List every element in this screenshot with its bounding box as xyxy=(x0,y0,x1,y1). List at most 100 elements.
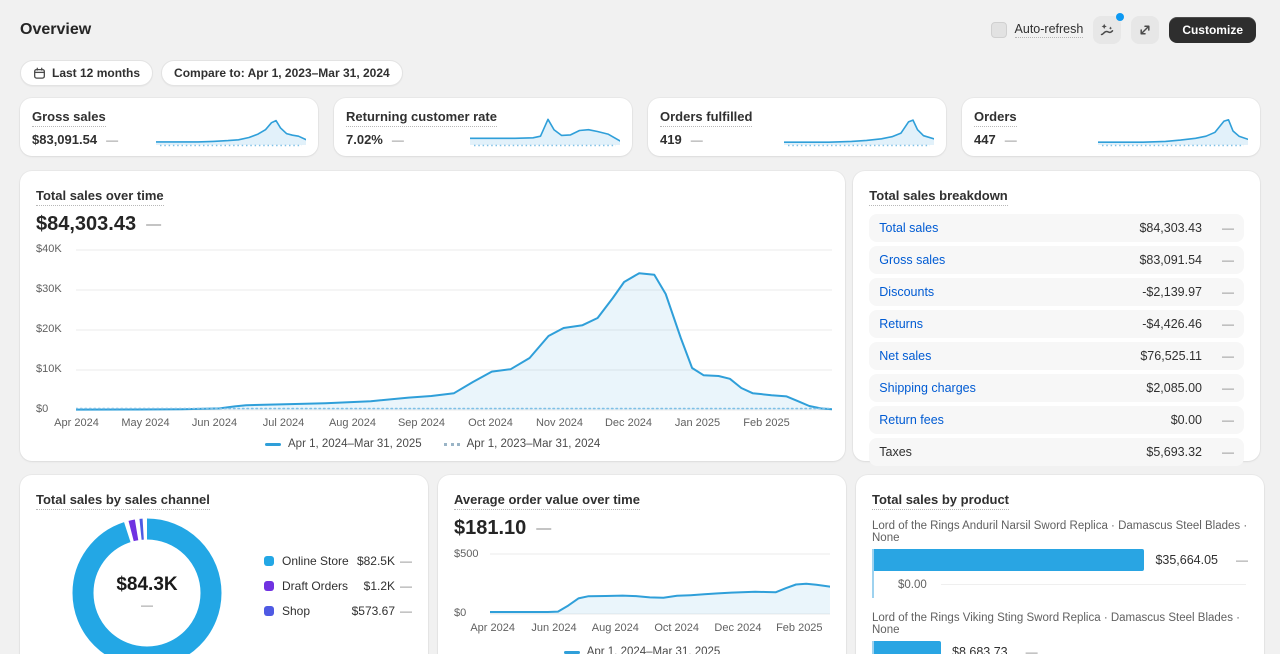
metric-value: $83,091.54 xyxy=(32,132,98,147)
metric-title[interactable]: Orders fulfilled xyxy=(660,109,753,127)
y-axis-label: $10K xyxy=(36,363,62,375)
breakdown-row: Gross sales $83,091.54 — xyxy=(869,246,1244,274)
breakdown-row: Taxes $5,693.32 — xyxy=(869,438,1244,466)
breakdown-row: Shipping charges $2,085.00 — xyxy=(869,374,1244,402)
aov-chart-area: $500 $0 xyxy=(454,548,830,619)
online-store-swatch xyxy=(264,556,274,566)
channel-legend: Online Store $82.5K — Draft Orders $1.2K —… xyxy=(264,554,412,654)
product-bar-row: $8,683.73 — xyxy=(874,641,1248,654)
metric-card-orders[interactable]: Orders 447 — xyxy=(962,98,1260,156)
x-axis-label: Feb 2025 xyxy=(776,622,823,634)
change-indicator: — xyxy=(1025,645,1038,654)
aov-value: $181.10 xyxy=(454,517,527,539)
breakdown-link-return-fees[interactable]: Return fees xyxy=(879,413,944,427)
orders-sparkline xyxy=(1098,119,1248,147)
customize-button[interactable]: Customize xyxy=(1169,17,1256,43)
product-bar[interactable] xyxy=(874,549,1145,571)
breakdown-row: Returns -$4,426.46 — xyxy=(869,310,1244,338)
legend-label: Apr 1, 2024–Mar 31, 2025 xyxy=(586,646,721,654)
dotted-line-swatch xyxy=(443,442,460,446)
date-range-chip[interactable]: Last 12 months xyxy=(20,60,154,86)
metric-title[interactable]: Orders xyxy=(974,109,1017,127)
panel-title[interactable]: Total sales by sales channel xyxy=(36,492,210,510)
breakdown-row: Net sales $76,525.11 — xyxy=(869,342,1244,370)
panel-title[interactable]: Total sales breakdown xyxy=(869,188,1008,206)
expand-button[interactable] xyxy=(1131,16,1160,44)
total-sales-line-chart[interactable] xyxy=(76,244,832,414)
x-axis-label: Apr 2024 xyxy=(470,622,515,634)
metric-card-orders-fulfilled[interactable]: Orders fulfilled 419 — xyxy=(648,98,946,156)
metric-card-returning-customer-rate[interactable]: Returning customer rate 7.02% — xyxy=(334,98,632,156)
breakdown-value: $0.00 xyxy=(1170,413,1202,427)
metric-title[interactable]: Gross sales xyxy=(32,109,106,127)
x-axis-label: Feb 2025 xyxy=(743,417,790,429)
breakdown-value: $5,693.32 xyxy=(1146,445,1202,459)
product-group: Lord of the Rings Viking Sting Sword Rep… xyxy=(872,612,1248,654)
compare-label: Compare to: Apr 1, 2023–Mar 31, 2024 xyxy=(174,66,390,80)
panel-title[interactable]: Average order value over time xyxy=(454,492,640,510)
y-axis-label: $30K xyxy=(36,283,62,295)
change-indicator: — xyxy=(1222,285,1234,299)
change-indicator: — xyxy=(690,133,703,147)
change-indicator: — xyxy=(1222,349,1234,363)
auto-refresh-checkbox[interactable] xyxy=(990,22,1007,38)
product-bars-block: $35,664.05 — $0.00 xyxy=(872,549,1248,598)
total-sales-value: $84,303.43 xyxy=(36,213,137,235)
magic-insights-icon xyxy=(1101,23,1114,36)
change-indicator: — xyxy=(146,216,162,233)
shop-swatch xyxy=(264,606,274,616)
compare-chip[interactable]: Compare to: Apr 1, 2023–Mar 31, 2024 xyxy=(161,60,403,86)
channel-donut-chart[interactable] xyxy=(72,518,222,654)
legend-item-draft-orders[interactable]: Draft Orders $1.2K — xyxy=(264,579,412,593)
breakdown-link-returns[interactable]: Returns xyxy=(879,317,924,331)
change-indicator: — xyxy=(391,133,404,147)
breakdown-link-gross-sales[interactable]: Gross sales xyxy=(879,253,946,267)
auto-refresh-label: Auto-refresh xyxy=(1014,22,1084,38)
product-label: Lord of the Rings Viking Sting Sword Rep… xyxy=(872,612,1240,636)
x-axis-label: Sep 2024 xyxy=(397,417,446,429)
solid-line-swatch xyxy=(265,442,282,446)
y-axis-label: $0 xyxy=(36,403,49,415)
x-axis-label: Oct 2024 xyxy=(654,622,699,634)
legend-value: $1.2K — xyxy=(363,579,412,593)
metric-cards-row: Gross sales $83,091.54 — Returning custo… xyxy=(20,98,1260,156)
y-axis-label: $500 xyxy=(454,548,479,560)
returning-rate-sparkline xyxy=(470,118,620,147)
y-axis-label: $20K xyxy=(36,323,62,335)
product-value: $35,664.05 xyxy=(1155,553,1218,567)
page-title: Overview xyxy=(20,21,92,38)
x-axis-label: Dec 2024 xyxy=(714,622,762,634)
insights-button[interactable] xyxy=(1093,13,1125,44)
average-order-value-card: Average order value over time $181.10 — … xyxy=(438,475,846,654)
legend-value: $82.5K — xyxy=(356,554,412,568)
draft-orders-swatch xyxy=(264,581,274,591)
legend-item-online-store[interactable]: Online Store $82.5K — xyxy=(264,554,412,568)
legend-item-shop[interactable]: Shop $573.67— xyxy=(264,604,412,618)
product-bars-block: $8,683.73 — $0.00 xyxy=(872,641,1248,654)
breakdown-label-taxes: Taxes xyxy=(879,445,912,459)
aov-line-chart[interactable] xyxy=(490,552,830,618)
breakdown-link-discounts[interactable]: Discounts xyxy=(879,285,935,299)
product-bar[interactable] xyxy=(874,641,941,654)
x-axis-label: Aug 2024 xyxy=(328,417,377,429)
metric-title[interactable]: Returning customer rate xyxy=(346,109,497,127)
filter-bar: Last 12 months Compare to: Apr 1, 2023–M… xyxy=(0,44,1280,86)
y-axis-label: $40K xyxy=(36,243,62,255)
auto-refresh-control[interactable]: Auto-refresh xyxy=(990,22,1084,38)
donut-total-value: $84.3K xyxy=(116,574,178,595)
total-sales-chart-area: $40K $30K $20K $10K $0 xyxy=(36,243,832,415)
change-indicator: — xyxy=(1222,221,1234,235)
breakdown-value: $76,525.11 xyxy=(1140,349,1202,363)
x-axis-label: Apr 2024 xyxy=(54,417,99,429)
metric-card-gross-sales[interactable]: Gross sales $83,091.54 — xyxy=(20,98,318,156)
breakdown-link-shipping-charges[interactable]: Shipping charges xyxy=(879,381,976,395)
product-bar-row: $35,664.05 — xyxy=(874,549,1248,571)
change-indicator: — xyxy=(536,520,552,537)
breakdown-link-total-sales[interactable]: Total sales xyxy=(879,221,939,235)
sales-by-channel-card: Total sales by sales channel $84.3K — On… xyxy=(20,475,428,654)
total-sales-over-time-card: Total sales over time $84,303.43 — $40K … xyxy=(20,171,846,461)
total-sales-breakdown-card: Total sales breakdown Total sales $84,30… xyxy=(853,171,1260,466)
panel-title[interactable]: Total sales over time xyxy=(36,188,164,206)
panel-title[interactable]: Total sales by product xyxy=(872,492,1010,510)
breakdown-link-net-sales[interactable]: Net sales xyxy=(879,349,932,363)
